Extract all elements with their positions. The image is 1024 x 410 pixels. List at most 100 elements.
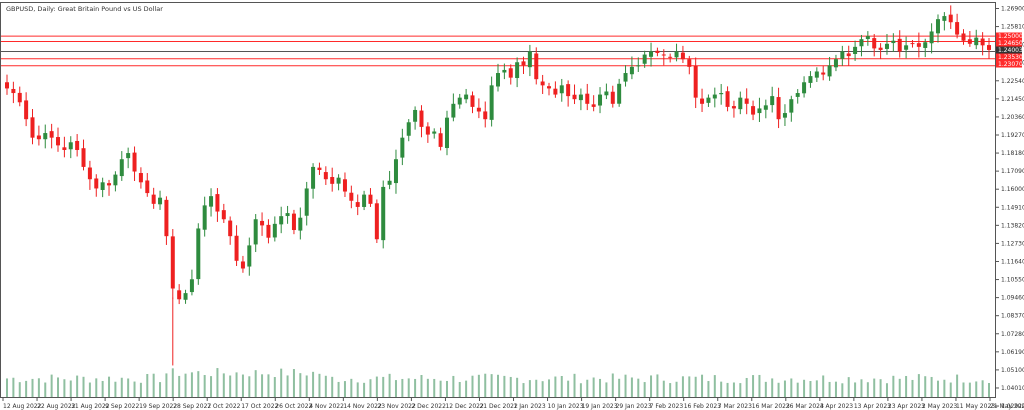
volume-bar [560, 376, 563, 397]
x-tick-label: 29 Jan 2023 [616, 403, 652, 410]
volume-bar [414, 378, 417, 397]
volume-layer [6, 368, 990, 397]
volume-bar [535, 379, 538, 397]
x-tick-label: 12 Aug 2022 [3, 403, 42, 410]
level-lines [1, 35, 995, 67]
y-tick-label: 1.04010 [1001, 385, 1024, 392]
candle-body [961, 33, 966, 41]
candle-body [483, 111, 488, 120]
volume-bar [936, 380, 939, 397]
candle-body [43, 133, 48, 140]
x-tick-label: 23 Nov 2022 [377, 403, 416, 410]
candle-body [668, 56, 673, 58]
volume-bar [917, 374, 920, 397]
volume-bar [139, 382, 142, 397]
volume-bar [847, 377, 850, 397]
candle-body [782, 113, 787, 118]
volume-bar [509, 376, 512, 397]
candle-body [413, 109, 418, 122]
volume-bar [637, 378, 640, 397]
candle-body [935, 19, 940, 34]
candle-body [164, 199, 169, 237]
price-tag [996, 32, 1022, 40]
x-tick-label: 4 Nov 2022 [309, 403, 344, 410]
y-tick-label: 1.25810 [1001, 24, 1024, 31]
volume-bar [745, 377, 748, 397]
y-tick-label: 1.22540 [1001, 78, 1024, 85]
candle-body [298, 217, 303, 231]
x-tick-label: 7 Feb 2023 [650, 403, 684, 410]
volume-bar [860, 379, 863, 397]
candle-body [196, 228, 201, 280]
price-tag [996, 53, 1022, 61]
candle-body [36, 135, 41, 140]
volume-bar [828, 381, 831, 397]
volume-bar [178, 375, 181, 397]
candle-body [731, 106, 736, 109]
candle-body [904, 45, 909, 50]
x-tick-label: 4 Apr 2023 [820, 403, 853, 410]
candle-body [636, 65, 641, 67]
candle-body [464, 94, 469, 100]
volume-bar [369, 379, 372, 397]
candle-body [623, 73, 628, 82]
candle-body [795, 93, 800, 97]
candle-body [515, 62, 520, 79]
volume-bar [127, 378, 130, 397]
chart-frame [0, 2, 996, 398]
y-tick-label: 1.10550 [1001, 277, 1024, 284]
candle-body [865, 36, 870, 40]
candle-body [100, 182, 105, 190]
candle-body [49, 131, 54, 138]
volume-bar [592, 377, 595, 397]
volume-bar [822, 375, 825, 397]
volume-bar [898, 378, 901, 397]
volume-bar [618, 378, 621, 397]
candle-body [719, 93, 724, 95]
x-tick-label: 2 May 2023 [922, 403, 957, 410]
volume-bar [586, 379, 589, 397]
x-tick-label: 16 Feb 2023 [684, 403, 722, 410]
volume-bar [305, 375, 308, 397]
candle-body [617, 83, 622, 104]
volume-bar [567, 380, 570, 397]
volume-bar [962, 382, 965, 397]
volume-bar [471, 375, 474, 397]
volume-bar [152, 373, 155, 397]
volume-bar [165, 373, 168, 397]
price-tag [996, 39, 1022, 47]
volume-bar [968, 382, 971, 397]
volume-bar [108, 376, 111, 397]
volume-bar [866, 382, 869, 397]
candle-body [272, 223, 277, 238]
volume-bar [203, 375, 206, 397]
candle-body [291, 213, 296, 231]
volume-bar [331, 376, 334, 397]
volume-bar [216, 368, 219, 397]
candle-body [285, 213, 290, 217]
volume-bar [777, 382, 780, 397]
candle-body [215, 194, 220, 212]
volume-bar [388, 373, 391, 397]
y-tick-label: 1.02920 [1001, 403, 1024, 410]
volume-bar [69, 380, 72, 397]
candle-body [604, 91, 609, 96]
candle-body [578, 94, 583, 101]
candle-body [916, 43, 921, 47]
candle-body [770, 96, 775, 106]
volume-bar [522, 383, 525, 397]
volume-bar [452, 375, 455, 397]
candle-body [789, 99, 794, 113]
candle-body [151, 194, 156, 204]
candle-body [158, 197, 163, 205]
price-tag-label: 1.25000 [998, 33, 1023, 40]
volume-bar [892, 375, 895, 397]
volume-bar [312, 371, 315, 397]
candle-body [30, 117, 35, 138]
volume-bar [25, 380, 28, 397]
candle-body [923, 42, 928, 48]
y-tick-label: 1.11640 [1001, 258, 1024, 265]
candle-body [145, 180, 150, 194]
volume-bar [401, 378, 404, 397]
candle-body [776, 97, 781, 120]
